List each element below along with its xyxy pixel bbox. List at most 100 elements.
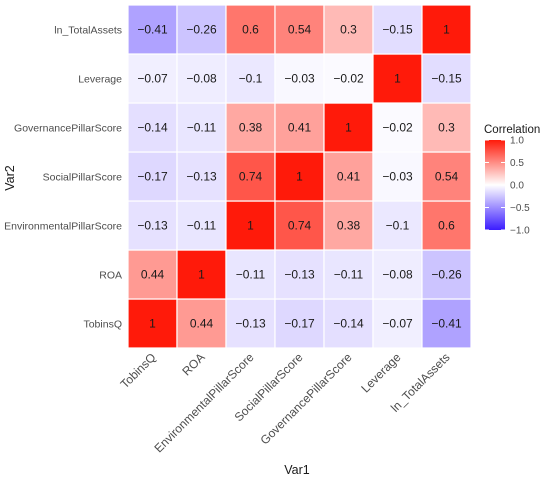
cell-value-label: −0.13 [235, 317, 266, 331]
cell-value-label: −0.26 [431, 268, 462, 282]
heatmap-cell [372, 151, 423, 202]
cell-value-label: −0.1 [239, 72, 263, 86]
cell-value-label: −0.02 [333, 72, 364, 86]
x-tick-label: EnvironmentalPillarScore [151, 350, 256, 455]
cell-value-label: −0.03 [382, 170, 413, 184]
cell-value-label: −0.15 [382, 23, 413, 37]
legend-colorbar [485, 140, 505, 230]
cell-value-label: −0.26 [186, 23, 217, 37]
cell-value-label: −0.14 [137, 121, 168, 135]
cell-value-label: 1 [443, 23, 450, 37]
y-axis-title: Var2 [3, 165, 17, 191]
heatmap-cell [372, 200, 423, 251]
cell-value-label: 0.44 [141, 268, 165, 282]
x-axis-title: Var1 [284, 463, 310, 477]
cell-value-label: −0.41 [431, 317, 462, 331]
cell-value-label: 0.74 [239, 170, 263, 184]
heatmap-cell [225, 200, 276, 251]
cell-value-label: −0.03 [284, 72, 315, 86]
cell-value-label: −0.13 [137, 219, 168, 233]
heatmap-cell [176, 151, 227, 202]
heatmap-cell [372, 102, 423, 153]
heatmap-cell [127, 249, 178, 300]
legend-tick-label: 1.0 [510, 136, 524, 147]
legend-tick-label: −1.0 [510, 226, 530, 237]
cell-value-label: −0.08 [186, 72, 217, 86]
cell-value-label: −0.11 [187, 219, 217, 233]
cell-value-label: −0.07 [382, 317, 413, 331]
cell-value-label: 1 [296, 170, 303, 184]
heatmap-cell [274, 4, 325, 55]
cell-value-label: −0.14 [333, 317, 364, 331]
heatmap-cell [323, 4, 374, 55]
heatmap-cell [225, 249, 276, 300]
heatmap-cell [421, 102, 472, 153]
cell-value-label: −0.08 [382, 268, 413, 282]
cell-value-label: 0.74 [288, 219, 312, 233]
cell-value-label: 1 [198, 268, 205, 282]
cell-value-label: 0.41 [337, 170, 361, 184]
color-legend: Correlation 1.0 0.5 0.0 −0.5 −1.0 [484, 124, 540, 237]
heatmap-cell [323, 200, 374, 251]
cell-value-label: −0.11 [236, 268, 266, 282]
legend-tick-label: 0.5 [510, 158, 524, 169]
cell-value-label: −0.15 [431, 72, 462, 86]
cell-value-label: −0.41 [137, 23, 168, 37]
heatmap-cells [127, 4, 472, 349]
legend-ticks: 1.0 0.5 0.0 −0.5 −1.0 [485, 136, 530, 237]
cell-value-label: 0.6 [242, 23, 259, 37]
cell-value-label: −0.13 [186, 170, 217, 184]
heatmap-cell [127, 4, 178, 55]
y-tick-label: ROA [99, 270, 122, 282]
heatmap-cell [372, 249, 423, 300]
heatmap-cell [372, 4, 423, 55]
heatmap-cell [127, 298, 178, 349]
heatmap-cell [323, 249, 374, 300]
y-tick-label: Leverage [78, 74, 122, 86]
y-axis-tick-labels: TobinsQ ROA EnvironmentalPillarScore Social… [4, 25, 122, 331]
legend-title: Correlation [484, 124, 540, 136]
heatmap-cell [176, 249, 227, 300]
x-tick-label: TobinsQ [118, 350, 159, 391]
cell-value-label: 1 [247, 219, 254, 233]
x-tick-label: GovernancePillarScore [257, 350, 354, 447]
cell-value-label: 0.54 [288, 23, 312, 37]
y-tick-label: SocialPillarScore [43, 172, 123, 184]
cell-value-label: 0.3 [340, 23, 357, 37]
cell-value-label: 1 [394, 72, 401, 86]
heatmap-cell [176, 298, 227, 349]
heatmap-cell [421, 200, 472, 251]
x-tick-label: Leverage [358, 350, 404, 396]
cell-value-label: 0.54 [435, 170, 459, 184]
heatmap-cell [421, 298, 472, 349]
x-axis-tick-labels: TobinsQ ROAEnvironmentalPillarScoreSocial… [118, 350, 453, 455]
heatmap-cell [372, 53, 423, 104]
cell-value-label: 0.44 [190, 317, 214, 331]
cell-value-label: −0.1 [386, 219, 410, 233]
heatmap-cell [127, 53, 178, 104]
heatmap-cell [323, 298, 374, 349]
cell-value-label: −0.07 [137, 72, 168, 86]
cell-value-label: 1 [345, 121, 352, 135]
x-tick-label: ROA [179, 350, 207, 378]
cell-value-label: 0.6 [438, 219, 455, 233]
cell-value-label: 0.3 [438, 121, 455, 135]
y-tick-label: EnvironmentalPillarScore [4, 221, 122, 233]
legend-tick-label: 0.0 [510, 181, 524, 192]
cell-value-label: 0.38 [337, 219, 361, 233]
cell-value-label: 1 [149, 317, 156, 331]
cell-value-label: 0.38 [239, 121, 263, 135]
heatmap-cell [274, 151, 325, 202]
y-tick-label: GovernancePillarScore [14, 123, 122, 135]
heatmap-cell [225, 53, 276, 104]
cell-value-label: −0.11 [187, 121, 217, 135]
cell-value-label: −0.17 [284, 317, 315, 331]
y-tick-label: TobinsQ [83, 319, 122, 331]
cell-value-label: −0.17 [137, 170, 168, 184]
legend-tick-label: −0.5 [510, 203, 530, 214]
heatmap-cell [274, 200, 325, 251]
heatmap-cell [421, 4, 472, 55]
heatmap-cell [127, 102, 178, 153]
heatmap-cell [225, 4, 276, 55]
heatmap-cell [421, 151, 472, 202]
